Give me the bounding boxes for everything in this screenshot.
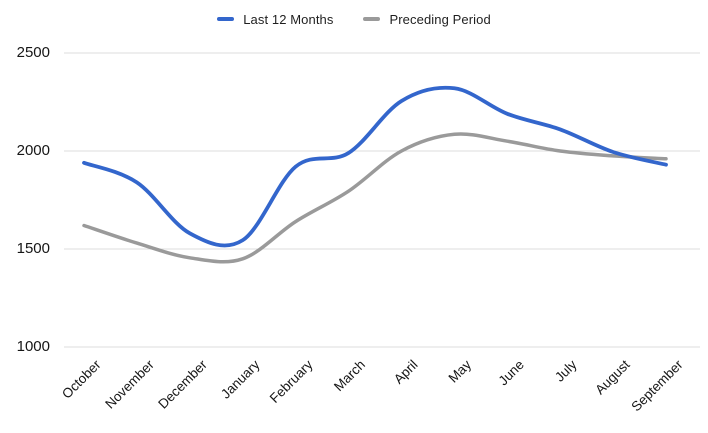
legend-item-last-12-months[interactable]: Last 12 Months [217,12,333,27]
y-axis-tick-label: 2500 [16,44,50,61]
y-axis-tick-label: 1000 [16,338,50,355]
series-line-preceding-period[interactable] [82,132,668,264]
legend-label: Last 12 Months [243,11,334,27]
y-axis-tick-label: 2000 [16,142,50,159]
legend-label: Preceding Period [389,11,491,27]
chart-legend: Last 12 Months Preceding Period [0,8,708,30]
legend-marker-icon [363,16,381,22]
legend-marker-icon [217,16,235,22]
legend-item-preceding-period[interactable]: Preceding Period [363,11,491,27]
y-axis-tick-label: 1500 [16,240,50,257]
series-line-last-12-months[interactable] [82,85,668,248]
